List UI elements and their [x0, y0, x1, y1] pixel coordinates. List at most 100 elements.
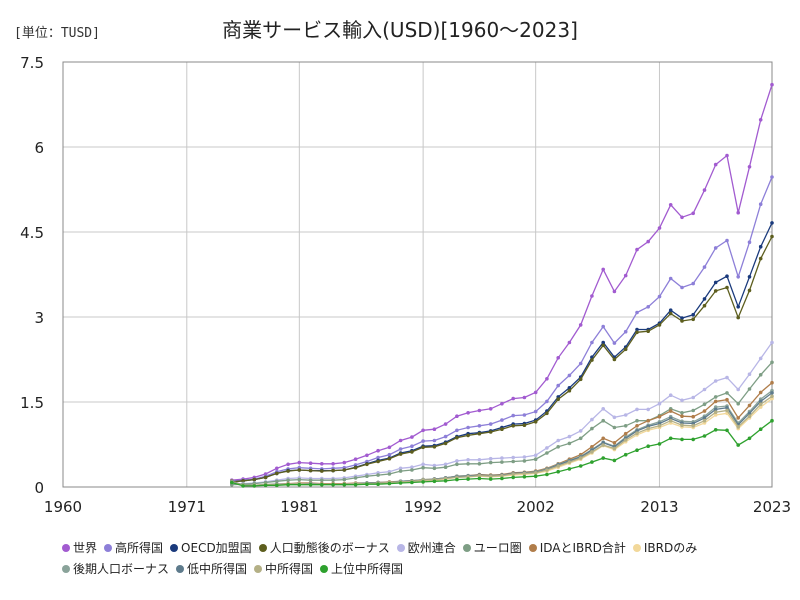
- y-tick-label: 0: [34, 479, 44, 497]
- legend-item: IDAとIBRD合計: [528, 538, 626, 559]
- legend-item: 中所得国: [254, 559, 313, 580]
- legend-marker: [258, 544, 267, 552]
- data-point: [421, 439, 425, 443]
- data-point: [275, 479, 279, 484]
- data-point: [646, 426, 650, 431]
- data-point: [680, 316, 684, 320]
- data-point: [567, 434, 572, 439]
- data-point: [668, 436, 673, 441]
- data-point: [668, 418, 673, 423]
- data-point: [376, 482, 380, 487]
- data-point: [758, 244, 763, 249]
- legend-label: 世界: [73, 541, 98, 555]
- data-point: [702, 416, 707, 420]
- data-point: [556, 383, 560, 388]
- data-point: [511, 472, 515, 476]
- data-point: [533, 474, 538, 479]
- data-point: [713, 379, 718, 383]
- data-point: [758, 373, 763, 377]
- data-point: [623, 329, 628, 334]
- data-point: [736, 305, 740, 309]
- data-point: [713, 410, 718, 415]
- data-point: [511, 396, 515, 401]
- data-point: [522, 475, 527, 479]
- data-point: [342, 477, 347, 482]
- data-point: [443, 441, 448, 446]
- legend-label: 欧州連合: [407, 541, 456, 555]
- data-point: [578, 436, 583, 441]
- data-point: [702, 188, 707, 192]
- data-point: [432, 463, 437, 468]
- data-point: [466, 477, 470, 481]
- data-point: [713, 289, 718, 293]
- data-point: [365, 482, 369, 487]
- data-point: [702, 409, 707, 413]
- data-point: [725, 428, 729, 433]
- data-point: [635, 448, 639, 453]
- data-point: [353, 465, 358, 470]
- data-point: [567, 467, 572, 471]
- legend-label: 低中所得国: [187, 562, 248, 576]
- data-point: [252, 484, 257, 488]
- plot-border: [62, 61, 773, 488]
- data-point: [477, 408, 482, 413]
- plot-area: [63, 62, 772, 487]
- data-point: [500, 456, 504, 460]
- data-point: [545, 472, 549, 477]
- data-point: [635, 310, 639, 315]
- data-point: [578, 361, 583, 366]
- data-point: [680, 411, 684, 415]
- data-point: [320, 469, 324, 473]
- data-point: [376, 455, 380, 460]
- data-point: [500, 418, 504, 422]
- data-point: [455, 477, 459, 482]
- legend-label: ユーロ圏: [473, 541, 522, 555]
- data-point: [635, 247, 639, 252]
- data-point: [545, 411, 549, 416]
- data-point: [263, 483, 268, 488]
- data-point: [578, 464, 583, 468]
- legend-marker: [320, 565, 329, 573]
- data-point: [241, 479, 245, 483]
- data-point: [376, 448, 380, 453]
- data-point: [443, 434, 448, 439]
- data-point: [432, 466, 437, 471]
- data-point: [668, 393, 673, 398]
- legend-marker: [462, 544, 471, 552]
- data-point: [747, 288, 752, 293]
- data-point: [668, 276, 673, 281]
- y-tick-label: 3: [34, 309, 44, 327]
- data-point: [522, 395, 527, 400]
- legend-marker: [62, 544, 70, 552]
- data-point: [398, 466, 403, 471]
- data-point: [623, 438, 628, 442]
- data-point: [691, 317, 695, 322]
- data-point: [736, 315, 740, 320]
- data-point: [590, 450, 594, 454]
- data-point: [488, 422, 493, 426]
- data-point: [387, 452, 392, 457]
- data-point: [657, 401, 662, 406]
- data-point: [657, 414, 662, 419]
- data-point: [770, 82, 774, 87]
- x-tick-label: 1971: [168, 498, 206, 516]
- data-point: [601, 443, 605, 447]
- data-point: [657, 323, 662, 327]
- data-point: [623, 347, 628, 352]
- legend: 世界 高所得国 OECD加盟国 人口動態後のボーナス 欧州連合 ユーロ圏 IDAとIBRD合…: [62, 538, 792, 580]
- legend-label: IBRDのみ: [643, 541, 698, 555]
- legend-marker: [632, 544, 641, 552]
- data-point: [488, 407, 493, 411]
- data-point: [758, 256, 763, 261]
- data-point: [252, 477, 257, 482]
- y-tick-label: 1.5: [20, 394, 44, 412]
- data-point: [747, 403, 752, 408]
- x-tick-label: 1960: [44, 498, 82, 516]
- data-point: [657, 424, 662, 428]
- data-point: [758, 118, 763, 122]
- data-point: [702, 265, 707, 269]
- data-point: [702, 297, 707, 301]
- data-point: [387, 481, 392, 486]
- data-point: [702, 303, 707, 308]
